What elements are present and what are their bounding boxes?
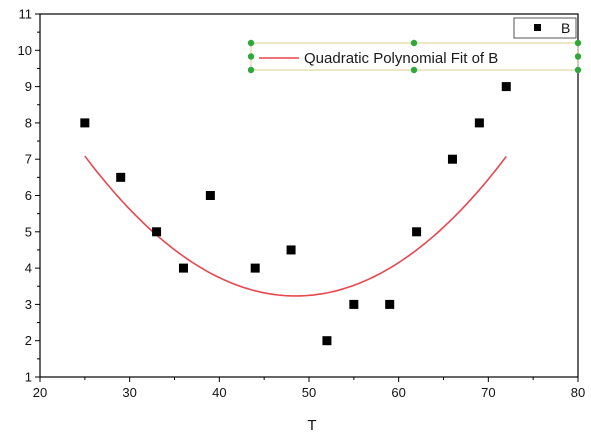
data-point bbox=[80, 118, 90, 128]
data-point bbox=[286, 245, 296, 255]
data-point bbox=[322, 336, 332, 346]
data-point bbox=[205, 191, 215, 200]
legend-box bbox=[513, 17, 577, 39]
data-point bbox=[385, 299, 395, 309]
y-tick-label: 8 bbox=[25, 115, 32, 130]
selection-handles[interactable] bbox=[247, 39, 582, 74]
y-tick-label: 2 bbox=[25, 333, 32, 348]
y-tick-label: 10 bbox=[18, 43, 32, 58]
selection-handle[interactable] bbox=[574, 66, 582, 74]
data-point bbox=[412, 227, 422, 237]
selection-handle[interactable] bbox=[574, 53, 582, 60]
x-tick-label: 50 bbox=[302, 385, 316, 400]
fit-layer bbox=[84, 155, 507, 297]
data-point bbox=[116, 172, 126, 182]
selection-handle[interactable] bbox=[410, 39, 418, 47]
selection-handle[interactable] bbox=[247, 39, 255, 47]
selection-handle[interactable] bbox=[410, 66, 418, 74]
legend-marker-b bbox=[534, 24, 541, 31]
data-point bbox=[250, 263, 260, 273]
selection-handle[interactable] bbox=[247, 66, 255, 74]
data-point bbox=[178, 263, 188, 273]
x-tick-label: 20 bbox=[33, 385, 47, 400]
data-point bbox=[447, 154, 457, 164]
x-tick-label: 30 bbox=[122, 385, 136, 400]
x-tick-label: 40 bbox=[212, 385, 226, 400]
y-tick-label: 1 bbox=[25, 370, 32, 385]
fit-curve bbox=[84, 155, 507, 297]
y-tick-label: 3 bbox=[25, 297, 32, 312]
selection-handle[interactable] bbox=[574, 39, 582, 47]
selection-handle[interactable] bbox=[247, 53, 255, 60]
data-point bbox=[152, 227, 162, 237]
legend: B bbox=[513, 17, 577, 39]
x-axis-title: T bbox=[307, 417, 316, 434]
fit-annotation-label: Quadratic Polynomial Fit of B bbox=[304, 50, 498, 67]
data-point bbox=[474, 118, 484, 128]
x-tick-label: 60 bbox=[391, 385, 405, 400]
x-tick-label: 70 bbox=[481, 385, 495, 400]
axes: 20 30 40 50 60 70 80 1 2 3 4 5 6 7 8 9 10 11 bbox=[18, 7, 586, 401]
y-tick-label: 11 bbox=[19, 7, 33, 22]
y-tick-label: 9 bbox=[25, 79, 32, 94]
legend-label-b: B bbox=[561, 20, 570, 36]
y-tick-label: 6 bbox=[25, 188, 32, 203]
y-tick-label: 5 bbox=[25, 224, 32, 239]
x-tick-label: 80 bbox=[571, 385, 585, 400]
data-point bbox=[349, 299, 359, 309]
data-points bbox=[80, 82, 511, 346]
plot-frame bbox=[39, 13, 579, 378]
y-tick-label: 7 bbox=[25, 152, 32, 167]
data-point bbox=[501, 82, 511, 92]
y-tick-label: 4 bbox=[25, 261, 32, 276]
fit-annotation[interactable]: Quadratic Polynomial Fit of B bbox=[247, 39, 582, 74]
